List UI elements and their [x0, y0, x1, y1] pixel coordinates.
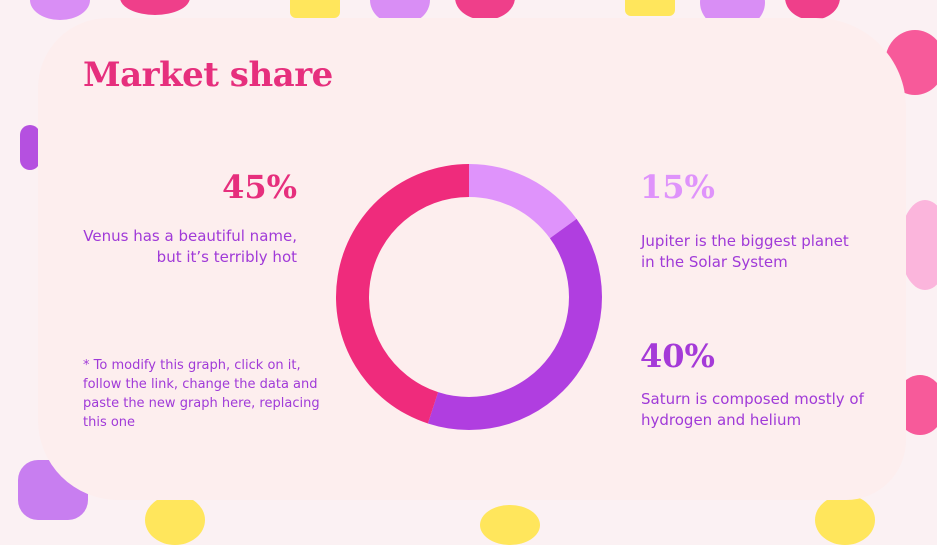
candy-decoration: [120, 0, 190, 15]
edit-note: * To modify this graph, click on it, fol…: [83, 358, 320, 430]
candy-decoration: [455, 0, 515, 20]
saturn-description: Saturn is composed mostly of hydrogen an…: [641, 390, 864, 429]
heart-decoration: [145, 495, 205, 545]
heart-decoration: [30, 0, 90, 20]
donut-slice-jupiter[interactable]: [469, 164, 577, 239]
jupiter-description: Jupiter is the biggest planet in the Sol…: [641, 232, 849, 271]
page-title: Market share: [83, 55, 333, 95]
heart-decoration: [625, 0, 675, 16]
jupiter-percent: 15%: [640, 168, 715, 206]
donut-slice-saturn[interactable]: [427, 218, 602, 430]
heart-decoration: [290, 0, 340, 18]
heart-decoration: [815, 495, 875, 545]
donut-slice-venus[interactable]: [336, 164, 469, 424]
candy-decoration: [785, 0, 840, 20]
donut-chart[interactable]: [335, 163, 603, 431]
heart-decoration: [480, 505, 540, 545]
venus-description: Venus has a beautiful name, but it’s ter…: [83, 227, 297, 266]
candy-decoration: [20, 125, 40, 170]
saturn-percent: 40%: [640, 337, 715, 375]
venus-percent: 45%: [222, 168, 297, 206]
heart-decoration: [900, 200, 937, 290]
